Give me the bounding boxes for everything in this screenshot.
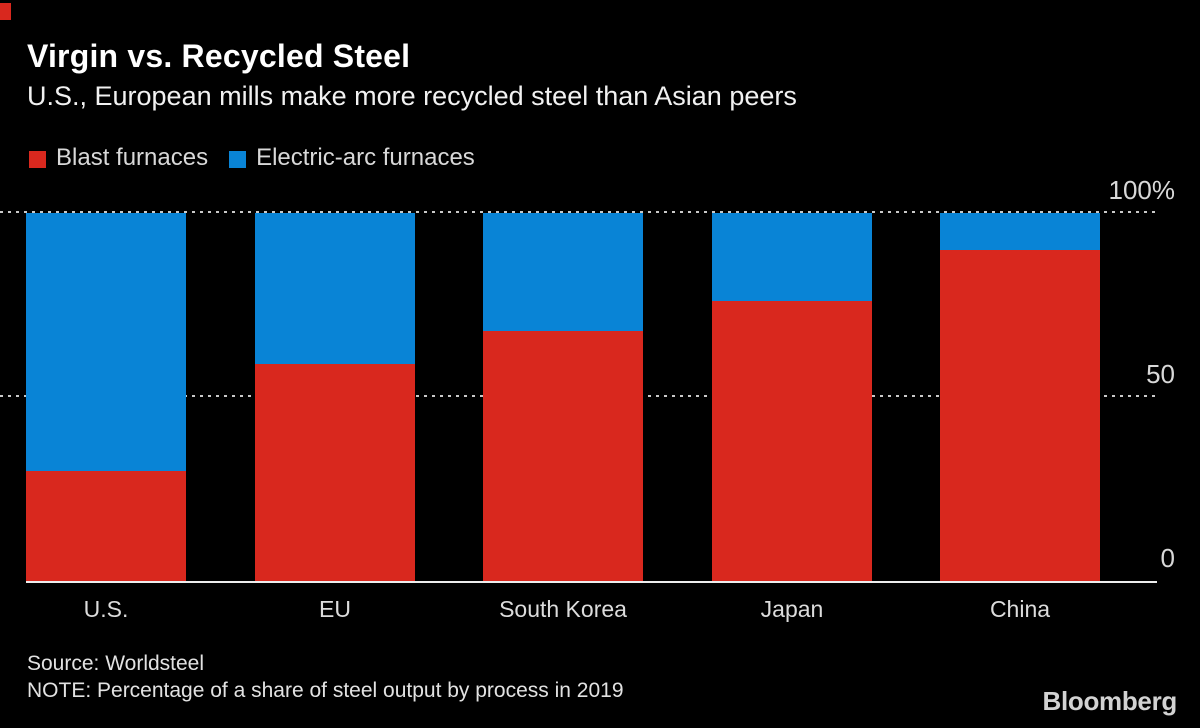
bar-electric-arc-South Korea <box>483 213 643 331</box>
bar-electric-arc-EU <box>255 213 415 364</box>
y-axis-label-100: 100% <box>1108 175 1176 205</box>
bar-blast-South Korea <box>483 331 643 581</box>
legend-swatch-blast-icon <box>29 150 46 168</box>
bloomberg-red-mark-icon <box>0 3 11 20</box>
bar-electric-arc-U.S. <box>26 213 186 471</box>
bar-electric-arc-Japan <box>712 213 872 301</box>
bar-blast-Japan <box>712 301 872 581</box>
x-axis-label-China: China <box>989 596 1051 622</box>
chart-legend: Blast furnaces Electric-arc furnaces <box>29 144 475 172</box>
bar-blast-China <box>940 250 1100 581</box>
legend-label: Blast furnaces <box>56 144 209 171</box>
legend-item-blast-furnaces: Blast furnaces <box>29 144 208 172</box>
x-axis-label-EU: EU <box>319 596 351 622</box>
x-axis-baseline <box>26 581 1157 583</box>
page-subtitle: U.S., European mills make more recycled … <box>27 81 797 111</box>
bar-blast-EU <box>255 364 415 581</box>
bloomberg-logo: Bloomberg <box>1042 686 1177 716</box>
bar-blast-U.S. <box>26 471 186 581</box>
gridline-100 <box>0 211 1157 213</box>
x-axis-label-South Korea: South Korea <box>499 596 627 622</box>
page-title: Virgin vs. Recycled Steel <box>27 38 411 74</box>
x-axis-label-U.S.: U.S. <box>83 596 129 622</box>
x-axis-label-Japan: Japan <box>760 596 824 622</box>
legend-item-electric-arc-furnaces: Electric-arc furnaces <box>229 144 475 172</box>
bar-electric-arc-China <box>940 213 1100 250</box>
legend-swatch-electric-arc-icon <box>229 150 247 168</box>
y-axis-label-0: 0 <box>1160 543 1175 573</box>
note-text: NOTE: Percentage of a share of steel out… <box>27 679 624 702</box>
y-axis-label-50: 50 <box>1146 359 1175 389</box>
legend-label: Electric-arc furnaces <box>256 144 475 171</box>
source-text: Source: Worldsteel <box>27 652 205 675</box>
